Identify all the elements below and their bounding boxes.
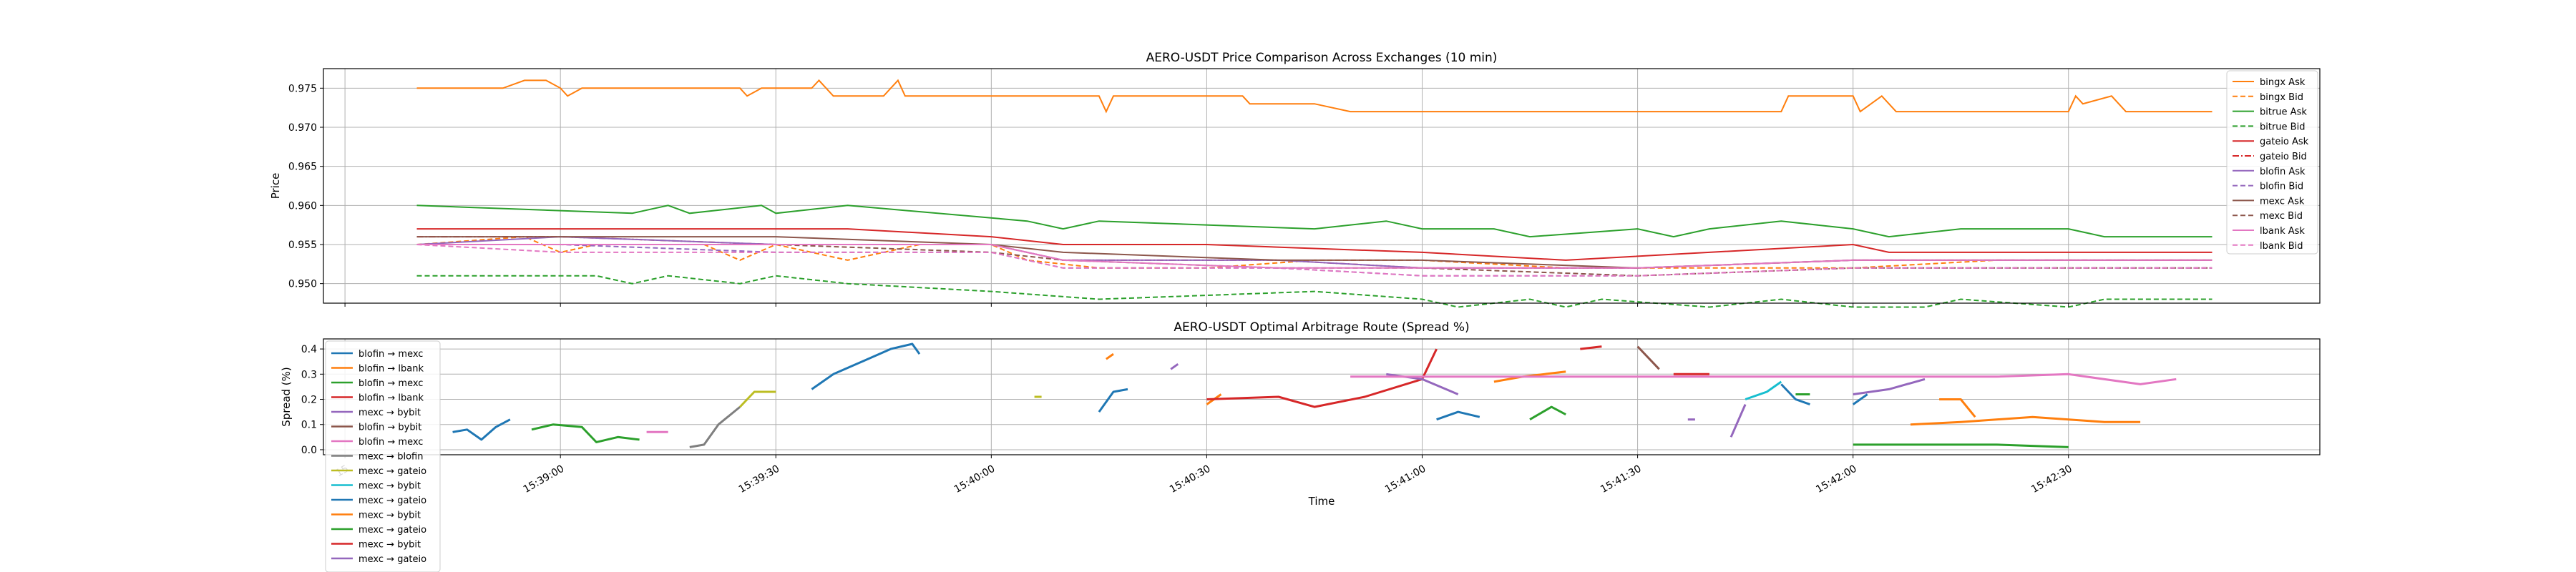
spread-legend-label: blofin → mexc (358, 437, 423, 448)
spread-chart-y-tick-label: 0.0 (301, 445, 317, 456)
price-chart-frame (323, 68, 2321, 304)
price-legend-label: blofin Bid (2260, 182, 2303, 192)
price-legend-label: bingx Bid (2260, 92, 2303, 103)
price-chart-y-tick-label: 0.960 (288, 200, 317, 212)
spread-legend-label: blofin → mexc (358, 378, 423, 389)
spread-legend-label: mexc → blofin (358, 452, 423, 463)
spread-series-line (1852, 393, 1868, 405)
spread-series-line (1636, 345, 1660, 370)
price-chart-y-label: Price (269, 173, 282, 199)
price-chart-y-tick-label: 0.975 (288, 83, 317, 94)
spread-chart-y-ticks: 0.0 0.1 0.2 0.3 0.4 (301, 344, 323, 456)
spread-chart-y-tick-label: 0.3 (301, 369, 317, 380)
spread-legend-label: mexc → bybit (358, 540, 421, 551)
spread-series-line (811, 342, 921, 390)
price-chart-y-tick-label: 0.965 (288, 162, 317, 173)
spread-chart-grid (323, 339, 2320, 455)
spread-chart-x-label: Time (1308, 495, 1335, 508)
spread-chart-y-tick-label: 0.4 (301, 344, 317, 355)
spread-legend-label: blofin → mexc (358, 349, 423, 360)
spread-legend-label: mexc → bybit (358, 408, 421, 418)
spread-chart-y-tick-label: 0.1 (301, 420, 317, 431)
spread-series-line (1853, 443, 2069, 448)
price-legend-label: lbank Bid (2260, 241, 2303, 252)
price-legend-label: blofin Ask (2260, 167, 2306, 177)
price-legend-label: gateio Ask (2260, 137, 2309, 147)
price-series-line (416, 275, 2212, 308)
price-legend-label: bingx Ask (2260, 77, 2306, 88)
spread-series-line (1910, 415, 2141, 426)
price-chart-title: AERO-USDT Price Comparison Across Exchan… (1146, 51, 1498, 65)
price-series-line (416, 244, 2212, 277)
price-comparison-chart: AERO-USDT Price Comparison Across Exchan… (269, 51, 2321, 308)
spread-legend-label: blofin → lbank (358, 393, 424, 404)
spread-legend-label: mexc → bybit (358, 511, 421, 521)
price-series-line (416, 228, 2212, 261)
spread-series-line (1780, 383, 1810, 406)
spread-chart-y-tick-label: 0.2 (301, 395, 317, 406)
price-legend-label: lbank Ask (2260, 226, 2305, 237)
price-legend-label: bitrue Bid (2260, 122, 2305, 132)
arbitrage-spread-chart: AERO-USDT Optimal Arbitrage Route (Sprea… (280, 320, 2321, 572)
spread-chart-y-label: Spread (%) (280, 367, 293, 427)
spread-legend-label: mexc → gateio (358, 554, 426, 565)
spread-series-line (1745, 380, 1782, 400)
spread-series-line (689, 405, 741, 448)
spread-legend-label: mexc → gateio (358, 525, 426, 536)
spread-series-line (1436, 410, 1480, 421)
price-legend-box (2226, 70, 2318, 255)
spread-chart-legend: blofin → mexc blofin → lbank blofin → mexc… (325, 340, 441, 572)
spread-chart-title: AERO-USDT Optimal Arbitrage Route (Sprea… (1174, 320, 1469, 335)
spread-legend-label: mexc → bybit (358, 481, 421, 492)
price-chart-y-tick-label: 0.970 (288, 122, 317, 134)
spread-series-line (531, 423, 640, 443)
price-series-line (416, 244, 2212, 269)
spread-series-line (1350, 373, 2177, 385)
price-series-line (416, 236, 2212, 269)
price-legend-label: mexc Bid (2260, 211, 2303, 222)
spread-legend-box (325, 340, 441, 572)
spread-series-line (1206, 348, 1438, 408)
spread-series-line (1853, 378, 1926, 395)
spread-series-line (1939, 398, 1976, 418)
spread-legend-label: blofin → bybit (358, 423, 421, 433)
spread-series-line (1098, 388, 1128, 413)
spread-chart-series (452, 342, 2177, 448)
spread-series-line (452, 418, 511, 441)
spread-legend-label: mexc → gateio (358, 466, 426, 477)
spread-legend-label: mexc → gateio (358, 495, 426, 506)
price-chart-y-ticks: 0.950 0.955 0.960 0.965 0.970 0.975 (288, 83, 2069, 307)
spread-legend-label: blofin → lbank (358, 364, 424, 375)
spread-series-line (1580, 345, 1602, 350)
price-legend-label: mexc Ask (2260, 196, 2305, 207)
spread-series-line (1729, 403, 1747, 438)
price-chart-y-tick-label: 0.950 (288, 279, 317, 290)
spread-series-line (1106, 352, 1114, 360)
price-chart-y-tick-label: 0.955 (288, 240, 317, 251)
price-series-line (416, 204, 2212, 238)
price-legend-label: gateio Bid (2260, 152, 2307, 162)
price-series-line (416, 79, 2212, 114)
spread-series-line (739, 390, 776, 408)
price-chart-series (416, 79, 2212, 308)
spread-series-line (1529, 405, 1566, 420)
price-chart-legend: bingx Ask bingx Bid bitrue Ask bitrue Bid ga… (2226, 70, 2318, 255)
spread-series-line (1170, 363, 1179, 370)
price-legend-label: bitrue Ask (2260, 107, 2307, 118)
spread-chart-frame (323, 338, 2321, 455)
